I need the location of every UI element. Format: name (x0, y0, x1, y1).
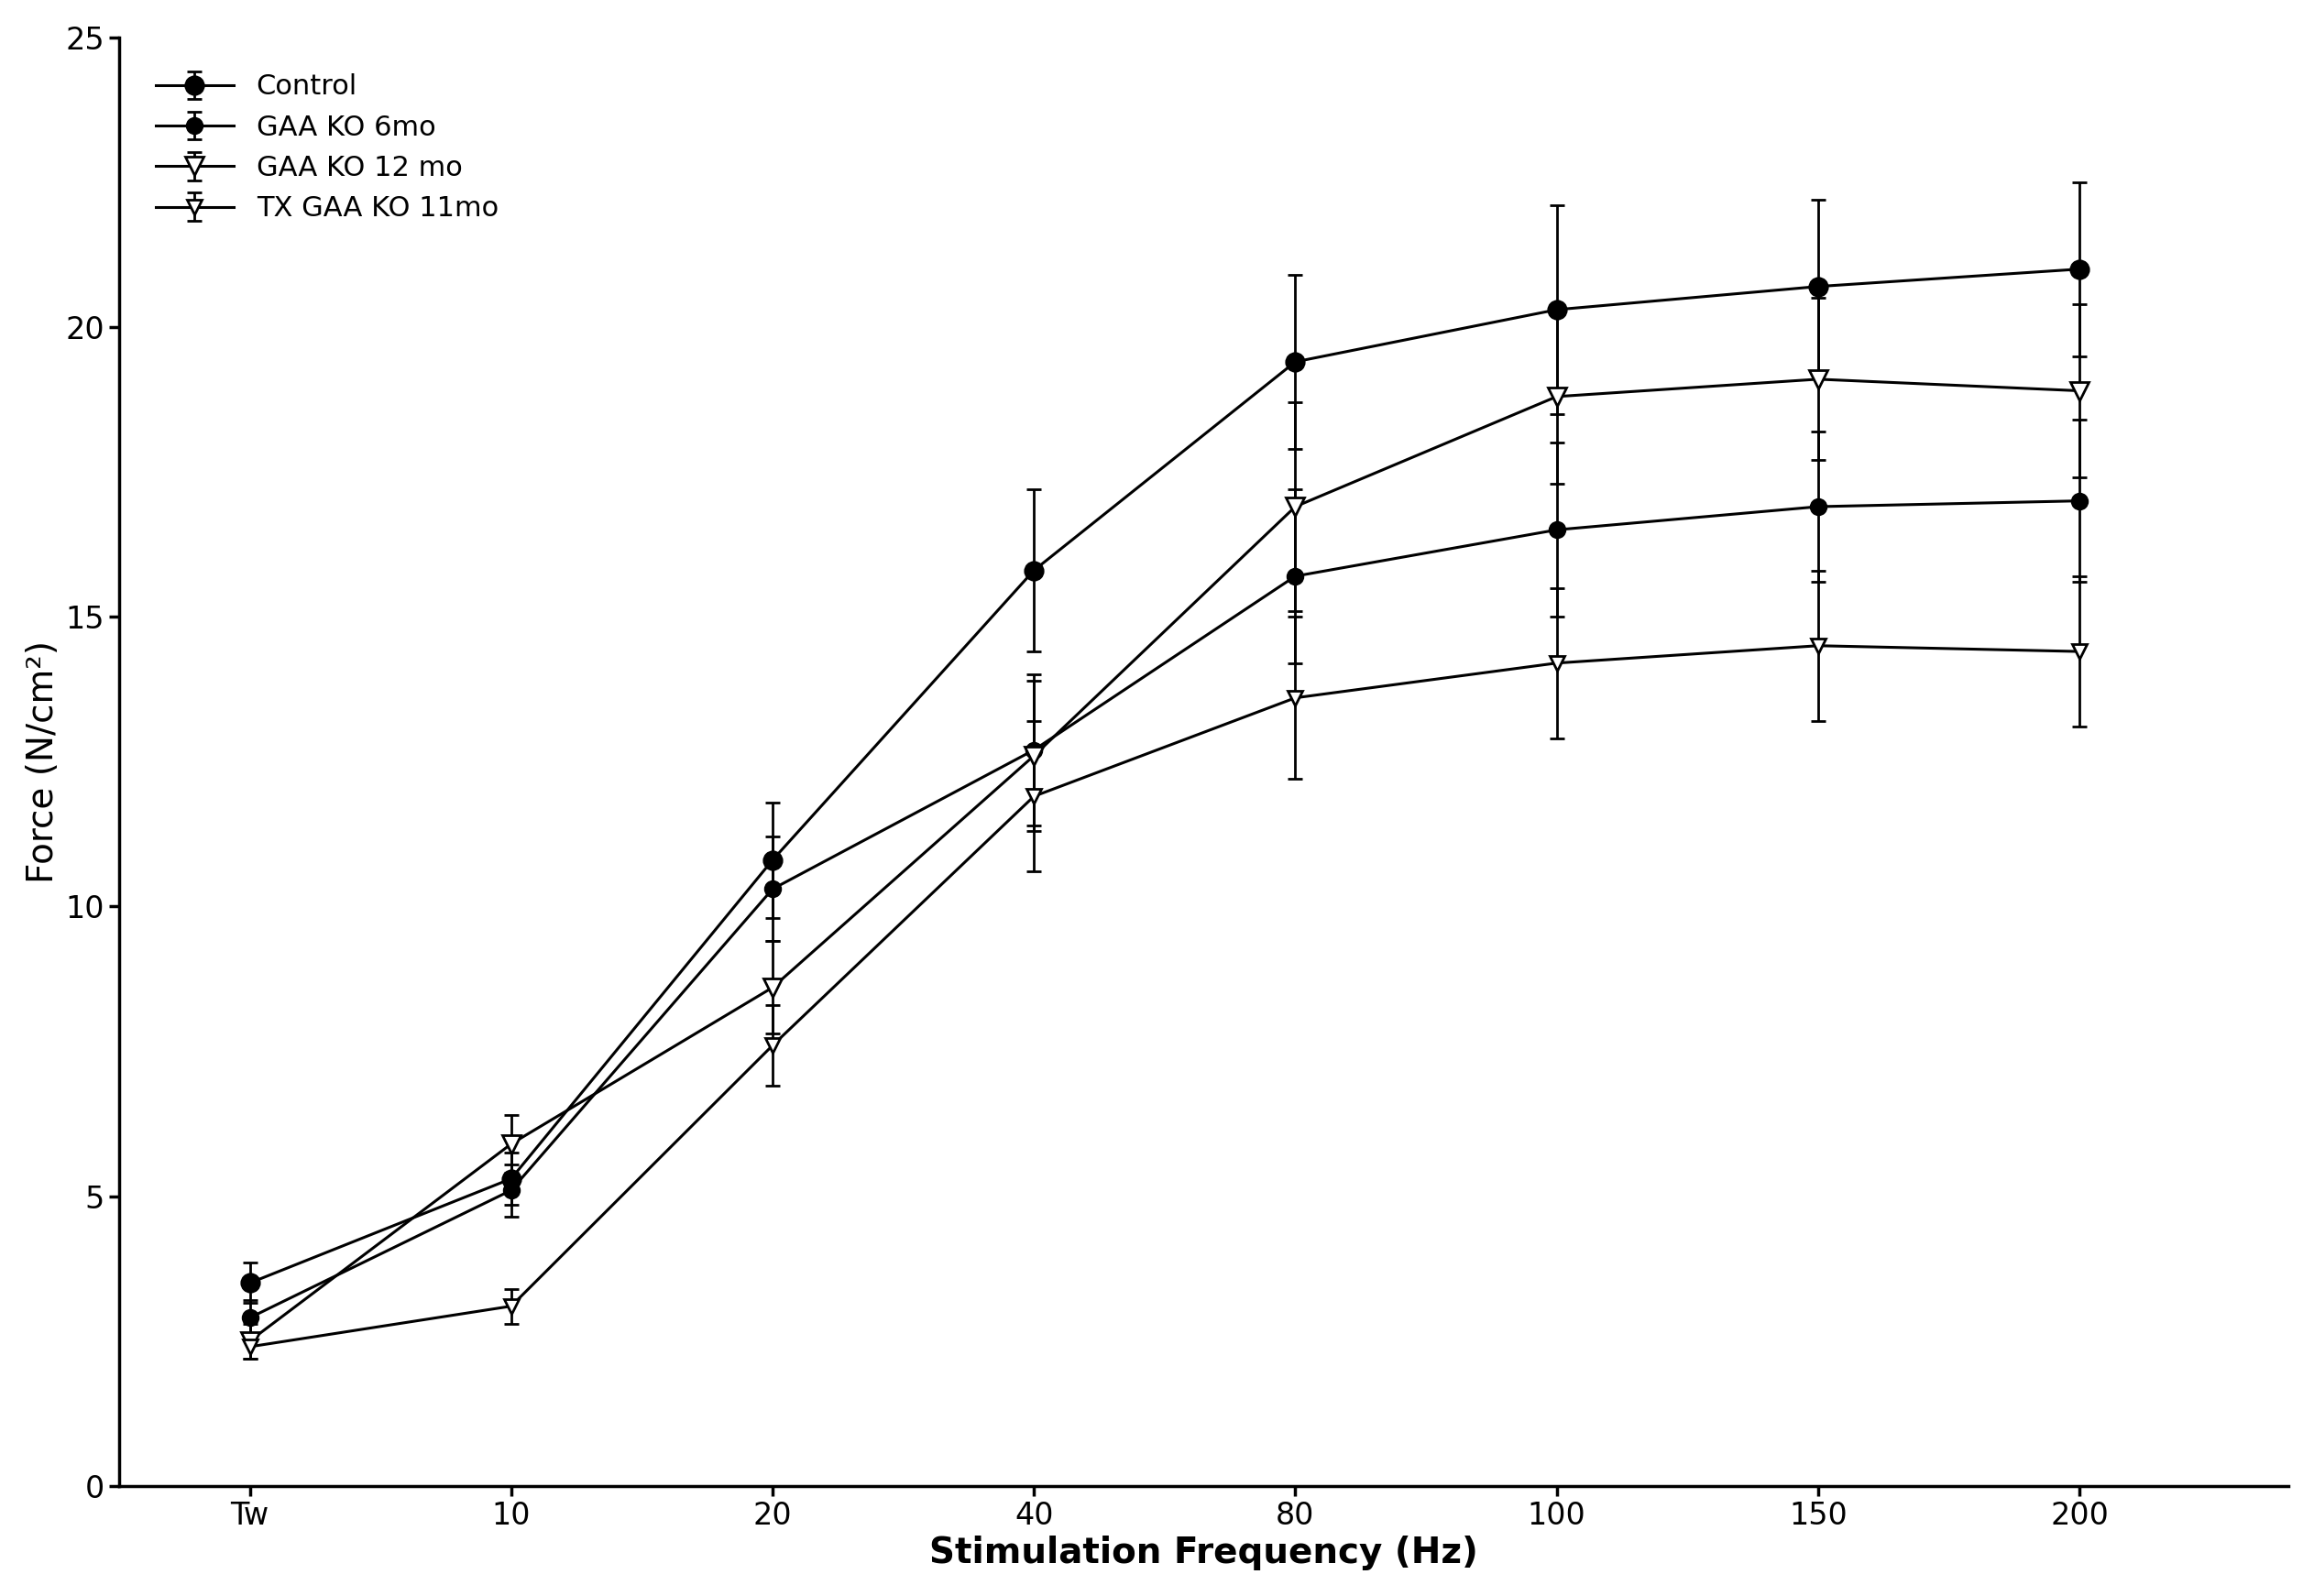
Legend: Control, GAA KO 6mo, GAA KO 12 mo, TX GAA KO 11mo: Control, GAA KO 6mo, GAA KO 12 mo, TX GA… (134, 51, 521, 244)
Y-axis label: Force (N/cm²): Force (N/cm²) (25, 640, 60, 883)
X-axis label: Stimulation Frequency (Hz): Stimulation Frequency (Hz) (930, 1535, 1479, 1570)
